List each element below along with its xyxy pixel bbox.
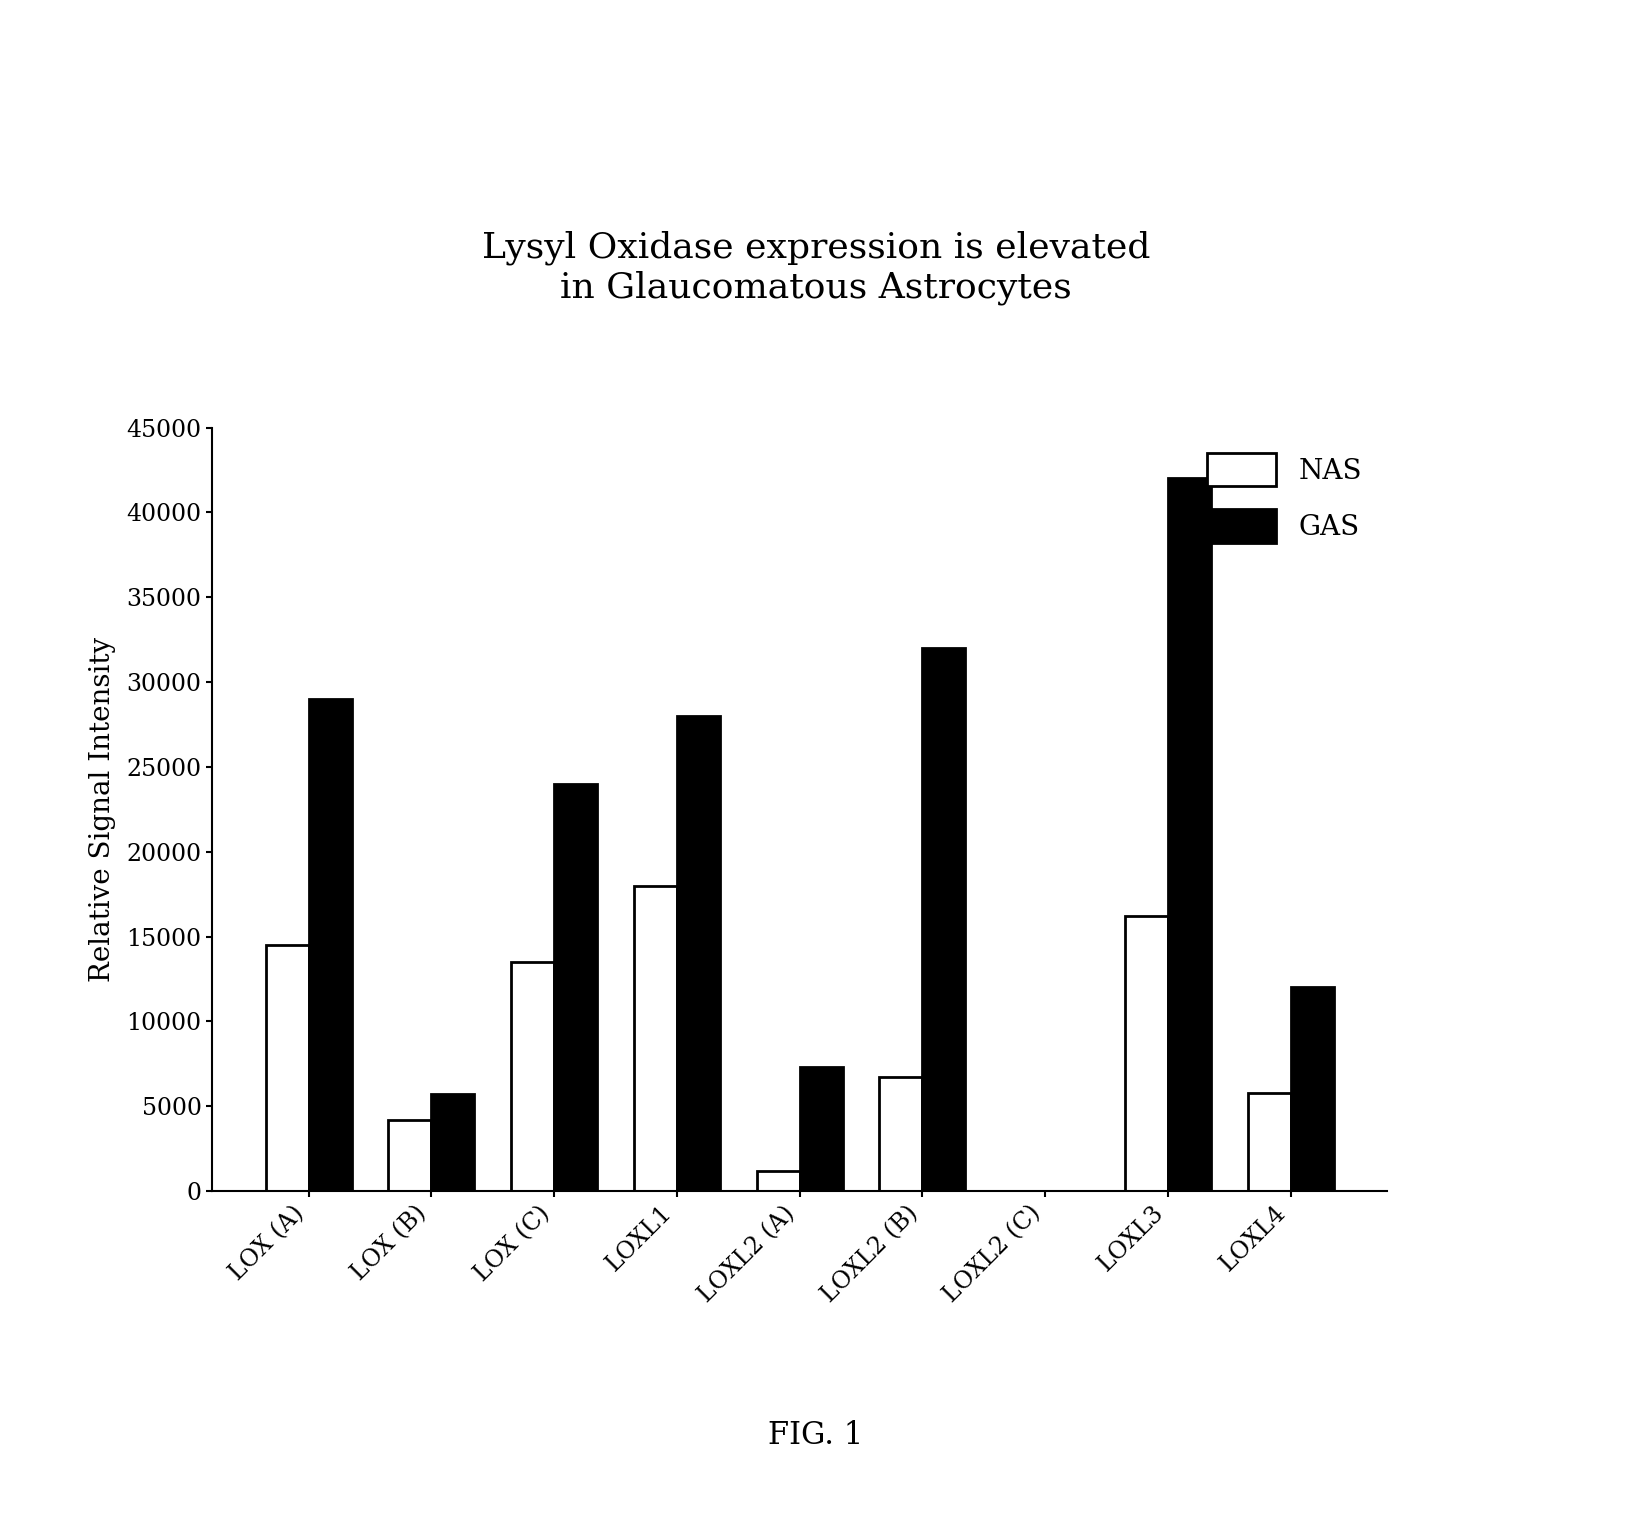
Bar	[757, 1171, 800, 1191]
Bar	[431, 1095, 475, 1191]
Text: Lysyl Oxidase expression is elevated
in Glaucomatous Astrocytes: Lysyl Oxidase expression is elevated in …	[481, 231, 1151, 305]
Bar	[555, 783, 597, 1191]
Bar	[308, 699, 351, 1191]
Y-axis label: Relative Signal Intensity: Relative Signal Intensity	[88, 637, 116, 982]
Bar	[1169, 478, 1211, 1191]
Bar	[388, 1119, 431, 1191]
Bar	[880, 1078, 922, 1191]
Bar	[266, 945, 308, 1191]
Bar	[800, 1067, 842, 1191]
Bar	[1124, 916, 1169, 1191]
Bar	[1291, 988, 1333, 1191]
Legend: NAS, GAS: NAS, GAS	[1196, 441, 1373, 554]
Bar	[1248, 1093, 1291, 1191]
Bar	[511, 962, 555, 1191]
Bar	[677, 716, 720, 1191]
Bar	[633, 886, 677, 1191]
Text: FIG. 1: FIG. 1	[769, 1420, 863, 1451]
Bar	[922, 647, 966, 1191]
